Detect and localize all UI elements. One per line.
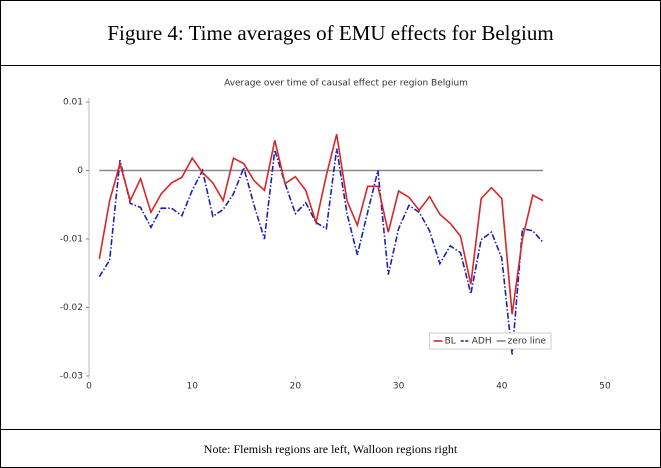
data-line <box>98 134 544 315</box>
y-tick-label: -0.02 <box>60 303 83 313</box>
x-tick-label: 30 <box>393 382 405 392</box>
legend-box <box>429 332 552 350</box>
legend-label: BL <box>445 337 456 347</box>
data-line <box>98 148 544 355</box>
legend-label: zero line <box>508 337 547 347</box>
figure-note: Note: Flemish regions are left, Walloon … <box>1 429 660 467</box>
y-tick-label: -0.01 <box>60 235 83 245</box>
legend-label: ADH <box>472 337 492 347</box>
legend: BL ADH zero line <box>429 332 552 350</box>
y-tick-label: -0.03 <box>60 372 83 382</box>
x-tick-label: 40 <box>496 382 508 392</box>
y-tick-label: 0 <box>77 166 83 176</box>
chart: Average over time of causal effect per r… <box>60 79 611 392</box>
figure-caption: Figure 4: Time averages of EMU effects f… <box>1 1 660 66</box>
x-tick-label: 20 <box>290 382 302 392</box>
y-tick-label: 0.01 <box>63 98 83 108</box>
x-tick-label: 0 <box>86 382 92 392</box>
chart-title: Average over time of causal effect per r… <box>224 79 468 89</box>
x-tick-label: 50 <box>599 382 611 392</box>
x-tick-label: 10 <box>186 382 198 392</box>
